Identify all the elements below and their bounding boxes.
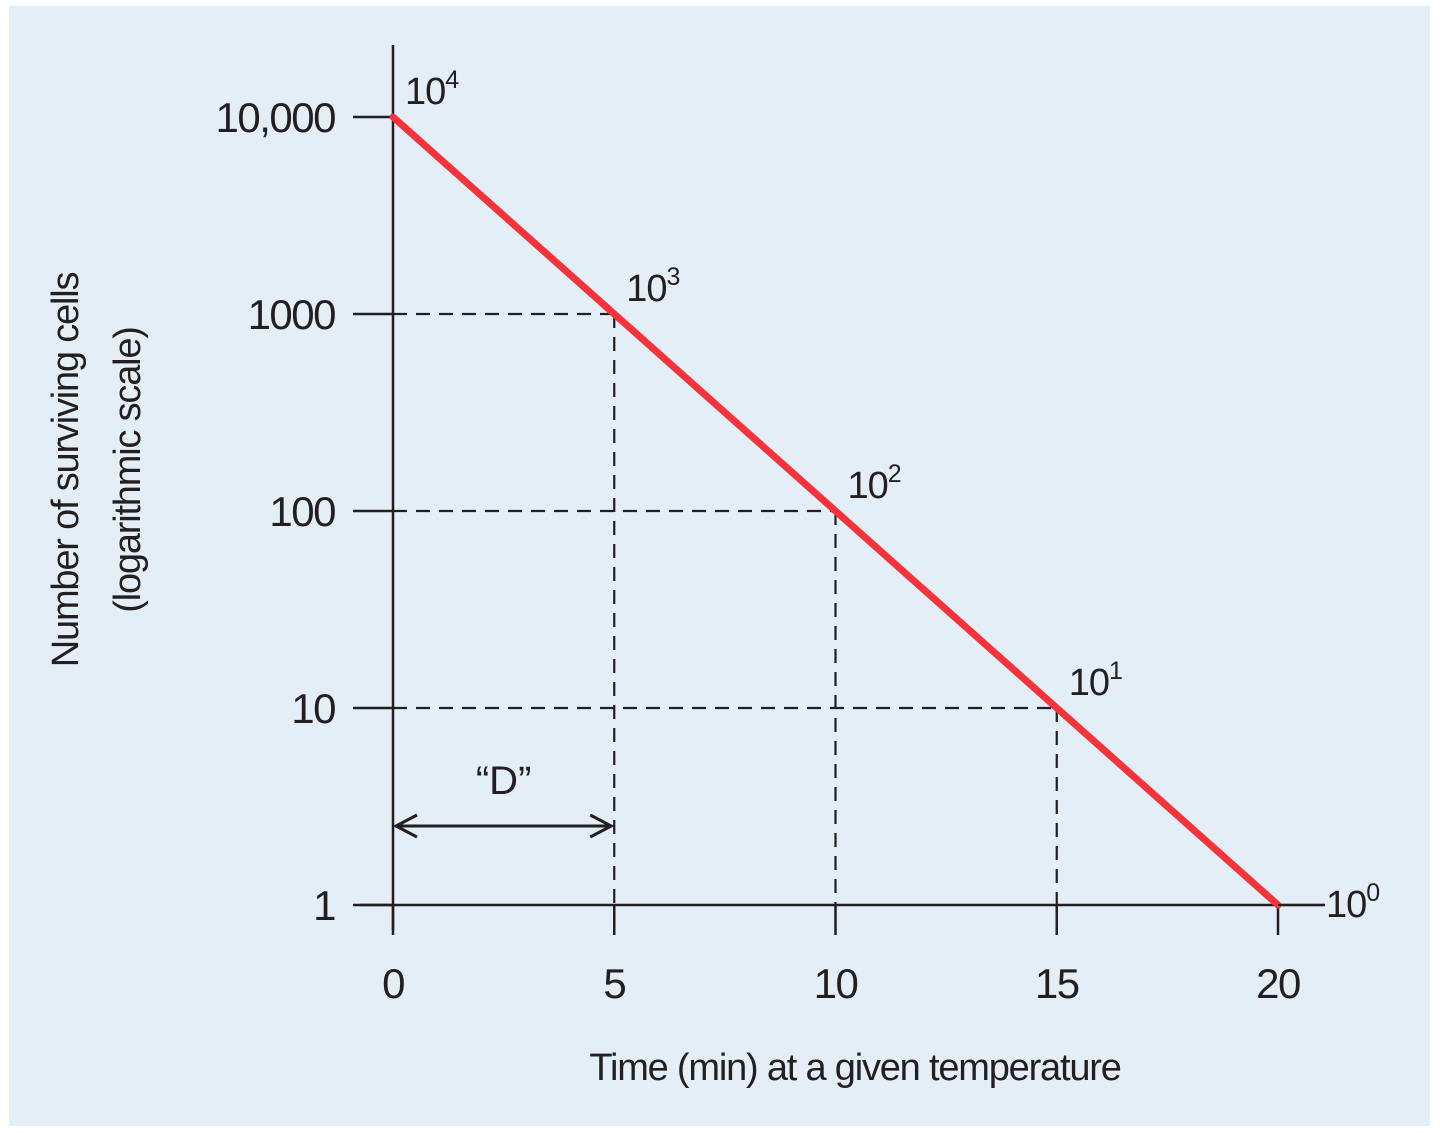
y-tick-label-4: 1 (313, 882, 335, 929)
y-tick-label-2: 100 (269, 488, 335, 535)
point-label-exponent-0: 4 (445, 66, 459, 94)
x-tick-label-3: 15 (1035, 960, 1079, 1007)
point-label-base-2: 10 (848, 465, 888, 507)
series (389, 113, 1282, 909)
point-label-base-3: 10 (1069, 662, 1109, 704)
chart-background (9, 6, 1430, 1126)
x-tick-label-0: 0 (382, 960, 404, 1007)
axes (360, 45, 1325, 930)
y-tick-label-0: 10,000 (216, 94, 336, 141)
d-label: “D” (476, 759, 532, 803)
point-label-exponent-4: 0 (1366, 879, 1379, 907)
point-label-4: 100 (1326, 879, 1379, 926)
point-label-exponent-1: 3 (667, 263, 680, 291)
point-label-base-4: 10 (1326, 884, 1366, 926)
x-tick-label-2: 10 (814, 960, 858, 1007)
d-value-annotation: “D” (392, 759, 615, 839)
d-arrow-head-left (392, 813, 418, 839)
x-axis-title: Time (min) at a given temperature (589, 1047, 1120, 1089)
y-tick-label-1: 1000 (248, 291, 336, 338)
y-axis-title-line1: Number of surviving cells (45, 273, 87, 668)
series-line-0 (389, 113, 1282, 909)
y-axis-title-line2: (logarithmic scale) (107, 327, 149, 613)
point-label-base-1: 10 (626, 268, 666, 310)
point-label-3: 101 (1069, 657, 1122, 704)
point-label-0: 104 (405, 66, 459, 113)
x-tick-label-4: 20 (1256, 960, 1300, 1007)
dashed-guides (393, 312, 1058, 905)
y-tick-label-3: 10 (291, 685, 335, 732)
point-label-exponent-2: 2 (888, 460, 901, 488)
point-label-base-0: 10 (405, 71, 445, 113)
d-arrow-head-right (589, 813, 615, 839)
point-label-2: 102 (848, 460, 901, 507)
point-label-exponent-3: 1 (1109, 657, 1122, 685)
x-tick-label-1: 5 (603, 960, 625, 1007)
y-axis-title: Number of surviving cells (logarithmic s… (45, 273, 149, 668)
point-label-1: 103 (626, 263, 679, 310)
